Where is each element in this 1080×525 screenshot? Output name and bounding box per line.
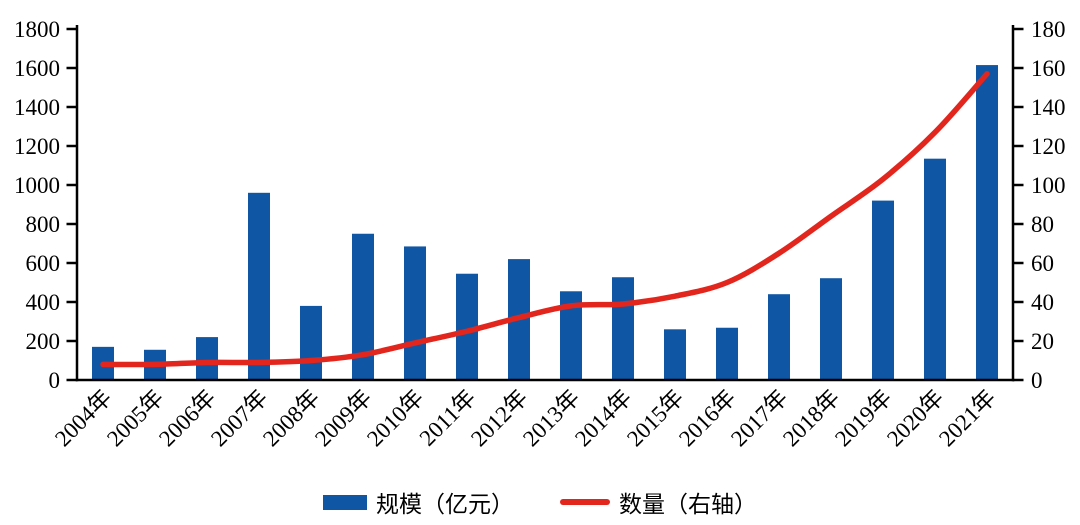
bar-2021年	[976, 65, 998, 381]
x-axis-label: 2004年	[50, 385, 116, 451]
x-axis-label: 2014年	[570, 385, 636, 451]
x-axis-label: 2016年	[674, 385, 740, 451]
left-axis-tick-label: 600	[26, 251, 61, 276]
left-axis-tick-label: 800	[26, 212, 61, 237]
bar-2007年	[248, 192, 270, 381]
right-axis-tick-label: 80	[1031, 212, 1054, 237]
quantity-line	[100, 71, 990, 368]
bar-2016年	[716, 327, 738, 381]
left-axis-tick-label: 1000	[14, 173, 60, 198]
right-axis-tick-label: 140	[1031, 95, 1066, 120]
bar-2017年	[768, 294, 790, 381]
left-axis-tick-label: 200	[26, 329, 61, 354]
legend-item-count: 数量（右轴）	[560, 485, 757, 519]
legend: 规模（亿元） 数量（右轴）	[0, 485, 1080, 519]
bar-2019年	[872, 200, 894, 381]
legend-label-scale: 规模（亿元）	[376, 492, 514, 517]
left-axis-tick-label: 1400	[14, 95, 60, 120]
x-axis-label: 2010年	[362, 385, 428, 451]
legend-label-count: 数量（右轴）	[619, 492, 757, 517]
bar-2006年	[196, 337, 218, 381]
bar-2011年	[456, 273, 478, 381]
bar-2008年	[300, 305, 322, 381]
x-axis-label: 2021年	[934, 385, 1000, 451]
x-axis-label: 2019年	[830, 385, 896, 451]
right-axis-tick-label: 120	[1031, 134, 1066, 159]
x-axis-label: 2013年	[518, 385, 584, 451]
bar-2018年	[820, 278, 842, 381]
left-axis-tick-label: 400	[26, 290, 61, 315]
right-axis-tick-label: 160	[1031, 56, 1066, 81]
line-legend-swatch	[560, 499, 610, 505]
right-axis-tick-label: 60	[1031, 251, 1054, 276]
left-axis-tick-label: 1800	[14, 17, 60, 42]
right-axis-tick-label: 180	[1031, 17, 1066, 42]
x-axis-label: 2009年	[310, 385, 376, 451]
x-axis-label: 2007年	[206, 385, 272, 451]
x-axis-label: 2017年	[726, 385, 792, 451]
x-axis-label: 2005年	[102, 385, 168, 451]
right-axis-tick-label: 20	[1031, 329, 1054, 354]
x-axis-label: 2011年	[415, 385, 481, 451]
right-axis-tick-label: 40	[1031, 290, 1054, 315]
bar-2020年	[924, 158, 946, 381]
left-axis-tick-label: 1200	[14, 134, 60, 159]
left-axis-tick-label: 0	[49, 368, 61, 393]
x-axis-label: 2018年	[778, 385, 844, 451]
bar-2010年	[404, 246, 426, 381]
x-axis-label: 2015年	[622, 385, 688, 451]
x-axis-label: 2012年	[466, 385, 532, 451]
bar-2015年	[664, 329, 686, 381]
x-axis-label: 2006年	[154, 385, 220, 451]
bar-2009年	[352, 233, 374, 381]
bar-legend-swatch	[323, 494, 367, 510]
bar-2014年	[612, 277, 634, 381]
right-axis-tick-label: 0	[1031, 368, 1043, 393]
x-axis-label: 2008年	[258, 385, 324, 451]
x-axis-label: 2020年	[882, 385, 948, 451]
right-axis-tick-label: 100	[1031, 173, 1066, 198]
left-axis-tick-label: 1600	[14, 56, 60, 81]
legend-item-scale: 规模（亿元）	[323, 485, 514, 519]
bar-2013年	[560, 291, 582, 381]
